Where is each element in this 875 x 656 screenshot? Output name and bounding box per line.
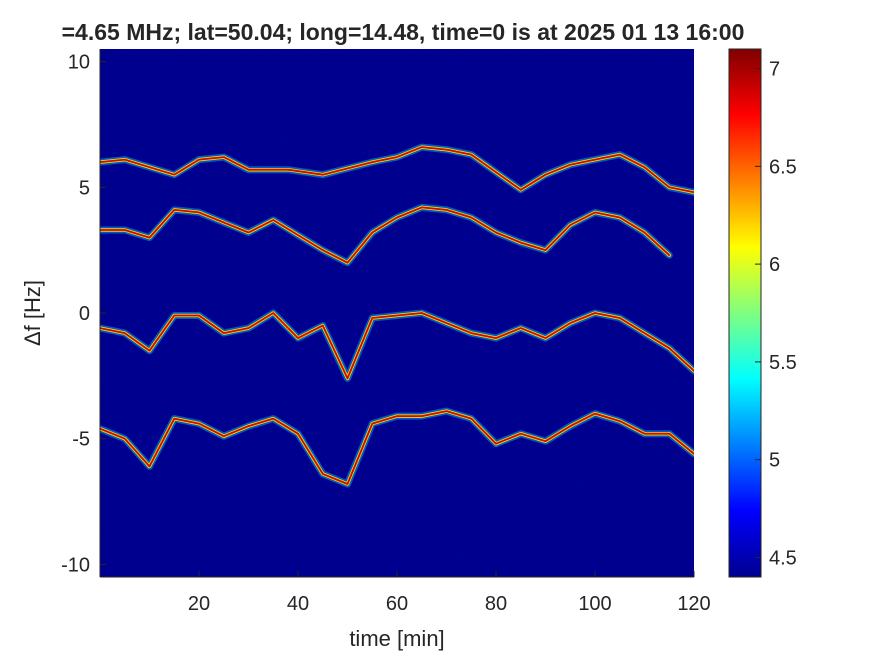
colorbar-ticks: 4.5 5 5.5 6 6.5 7 — [755, 59, 797, 569]
x-tick-label: 20 — [188, 593, 210, 615]
x-tick-label: 80 — [485, 593, 507, 615]
y-tick-label: 0 — [79, 303, 90, 325]
trace-2-core — [100, 206, 671, 264]
trace-1-core — [100, 146, 694, 194]
colorbar-tick-label: 4.5 — [769, 547, 797, 569]
colorbar-tick-label: 6 — [769, 254, 780, 276]
y-tick-label: -5 — [72, 429, 90, 451]
x-tick-label: 40 — [287, 593, 309, 615]
x-tick-label: 100 — [578, 593, 611, 615]
colorbar — [728, 48, 762, 578]
x-axis-ticks: 20 40 60 80 100 120 — [188, 571, 711, 615]
colorbar-tick-label: 6.5 — [769, 156, 797, 178]
chart-title: =4.65 MHz; lat=50.04; long=14.48, time=0… — [62, 19, 745, 45]
y-tick-label: 10 — [68, 52, 90, 74]
x-tick-label: 60 — [386, 593, 408, 615]
y-tick-label: 5 — [79, 177, 90, 199]
y-axis-ticks: 10 5 0 -5 -10 — [61, 52, 106, 576]
x-axis-label: time [min] — [349, 626, 444, 651]
y-axis-label: Δf [Hz] — [20, 280, 45, 346]
y-tick-label: -10 — [61, 554, 90, 576]
colorbar-tick-label: 5 — [769, 450, 780, 472]
colorbar-tick-label: 7 — [769, 59, 780, 81]
spectrogram-traces — [100, 143, 694, 488]
colorbar-tick-label: 5.5 — [769, 352, 797, 374]
trace-3-core — [100, 312, 694, 380]
trace-4-core — [100, 410, 694, 485]
x-tick-label: 120 — [677, 593, 710, 615]
